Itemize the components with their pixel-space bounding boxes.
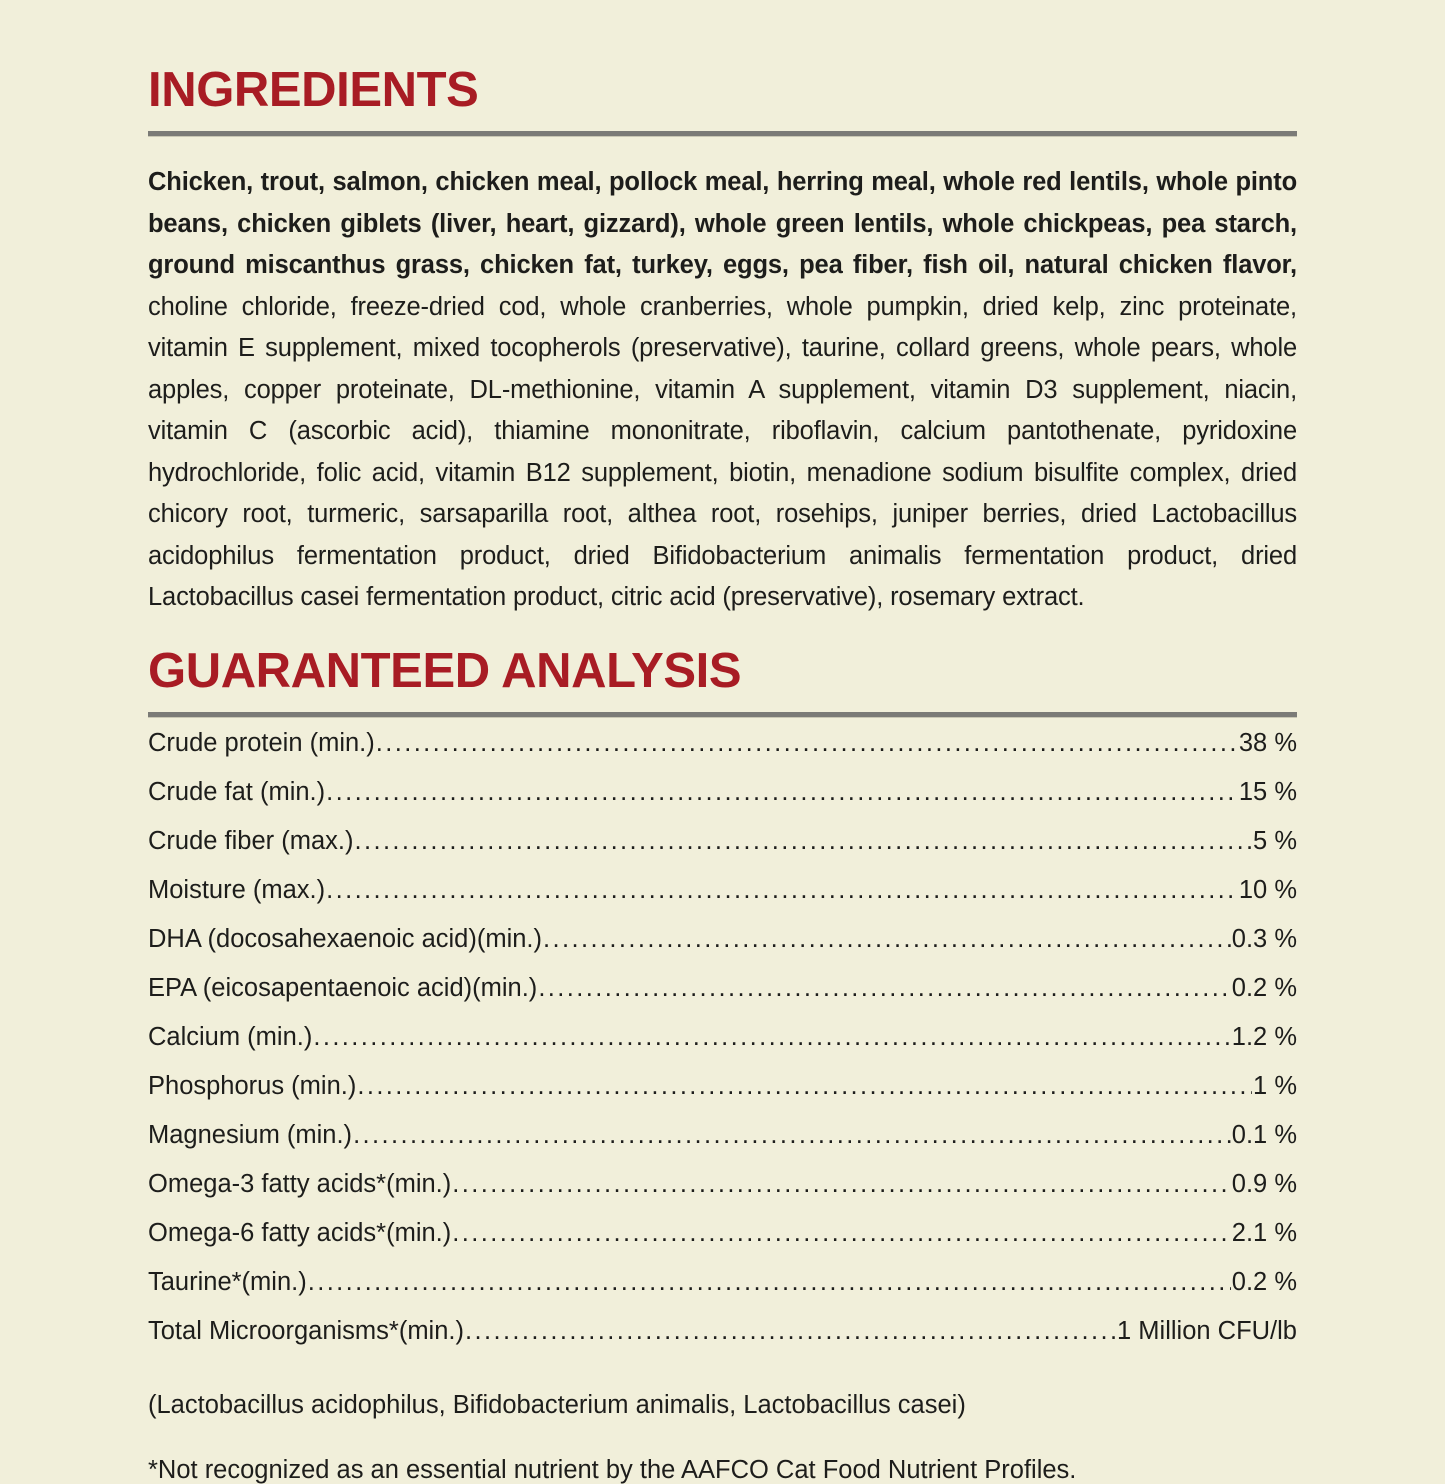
nutrient-label: Taurine*(min.) [148,1267,307,1296]
nutrient-value: 5 % [1253,826,1297,855]
nutrient-value: 15 % [1238,777,1297,806]
ingredients-heading-rule [148,131,1297,136]
leader-dots: ........................................… [465,1318,1116,1344]
nutrient-label: Magnesium (min.) [148,1120,353,1149]
analysis-row: DHA (docosahexaenoic acid)(min.)........… [148,924,1297,976]
ingredients-text: Chicken, trout, salmon, chicken meal, po… [148,136,1297,619]
leader-dots: ........................................… [326,877,1238,903]
nutrient-label: Moisture (max.) [148,875,326,904]
nutrient-value: 1.2 % [1231,1022,1297,1051]
analysis-row: Total Microorganisms*(min.).............… [148,1316,1297,1368]
analysis-row: Phosphorus (min.).......................… [148,1071,1297,1123]
guaranteed-analysis-heading-rule [148,711,1297,717]
analysis-row: Crude fat (min.)........................… [148,777,1297,829]
aafco-footnote: *Not recognized as an essential nutrient… [148,1456,1077,1484]
nutrient-label: Crude protein (min.) [148,728,375,757]
analysis-row: Omega-6 fatty acids*(min.)..............… [148,1218,1297,1270]
guaranteed-analysis-heading: GUARANTEED ANALYSIS [148,643,742,698]
nutrient-value: 10 % [1238,875,1297,904]
cultures-footnote: (Lactobacillus acidophilus, Bifidobacter… [148,1390,966,1419]
analysis-row: Moisture (max.).........................… [148,875,1297,927]
nutrient-value: 0.2 % [1231,1267,1297,1296]
leader-dots: ........................................… [538,975,1231,1001]
pet-food-label-panel: INGREDIENTS Chicken, trout, salmon, chic… [148,63,1298,1483]
nutrient-label: EPA (eicosapentaenoic acid)(min.) [148,973,538,1002]
nutrient-label: Phosphorus (min.) [148,1071,357,1100]
nutrient-label: Calcium (min.) [148,1022,313,1051]
leader-dots: ........................................… [313,1024,1230,1050]
nutrient-label: DHA (docosahexaenoic acid)(min.) [148,924,543,953]
leader-dots: ........................................… [452,1171,1231,1197]
guaranteed-analysis-table: Crude protein (min.)....................… [148,717,1297,1368]
nutrient-value: 0.3 % [1231,924,1297,953]
nutrient-value: 38 % [1238,728,1297,757]
nutrient-value: 1 % [1253,1071,1297,1100]
analysis-row: Omega-3 fatty acids*(min.)..............… [148,1169,1297,1221]
analysis-row: EPA (eicosapentaenoic acid)(min.).......… [148,973,1297,1025]
leader-dots: ........................................… [543,926,1231,952]
ingredients-secondary-text: choline chloride, freeze-dried cod, whol… [148,292,1297,612]
nutrient-label: Crude fiber (max.) [148,826,354,855]
leader-dots: ........................................… [375,730,1238,756]
nutrient-label: Omega-3 fatty acids*(min.) [148,1169,452,1198]
ingredients-heading: INGREDIENTS [148,63,479,117]
leader-dots: ........................................… [452,1220,1231,1246]
nutrient-label: Omega-6 fatty acids*(min.) [148,1218,452,1247]
nutrient-value: 1 Million CFU/lb [1117,1316,1297,1345]
nutrient-label: Crude fat (min.) [148,777,326,806]
nutrient-value: 0.1 % [1231,1120,1297,1149]
leader-dots: ........................................… [354,828,1252,854]
analysis-row: Calcium (min.)..........................… [148,1022,1297,1074]
nutrient-value: 0.9 % [1231,1169,1297,1198]
leader-dots: ........................................… [353,1122,1231,1148]
analysis-row: Taurine*(min.)..........................… [148,1267,1297,1319]
nutrient-value: 2.1 % [1231,1218,1297,1247]
analysis-row: Magnesium (min.)........................… [148,1120,1297,1172]
nutrient-label: Total Microorganisms*(min.) [148,1316,464,1345]
analysis-row: Crude protein (min.)....................… [148,728,1297,780]
ingredients-primary-text: Chicken, trout, salmon, chicken meal, po… [148,168,1297,279]
leader-dots: ........................................… [326,779,1238,805]
leader-dots: ........................................… [357,1073,1252,1099]
leader-dots: ........................................… [307,1269,1231,1295]
analysis-row: Crude fiber (max.)......................… [148,826,1297,878]
nutrient-value: 0.2 % [1231,973,1297,1002]
